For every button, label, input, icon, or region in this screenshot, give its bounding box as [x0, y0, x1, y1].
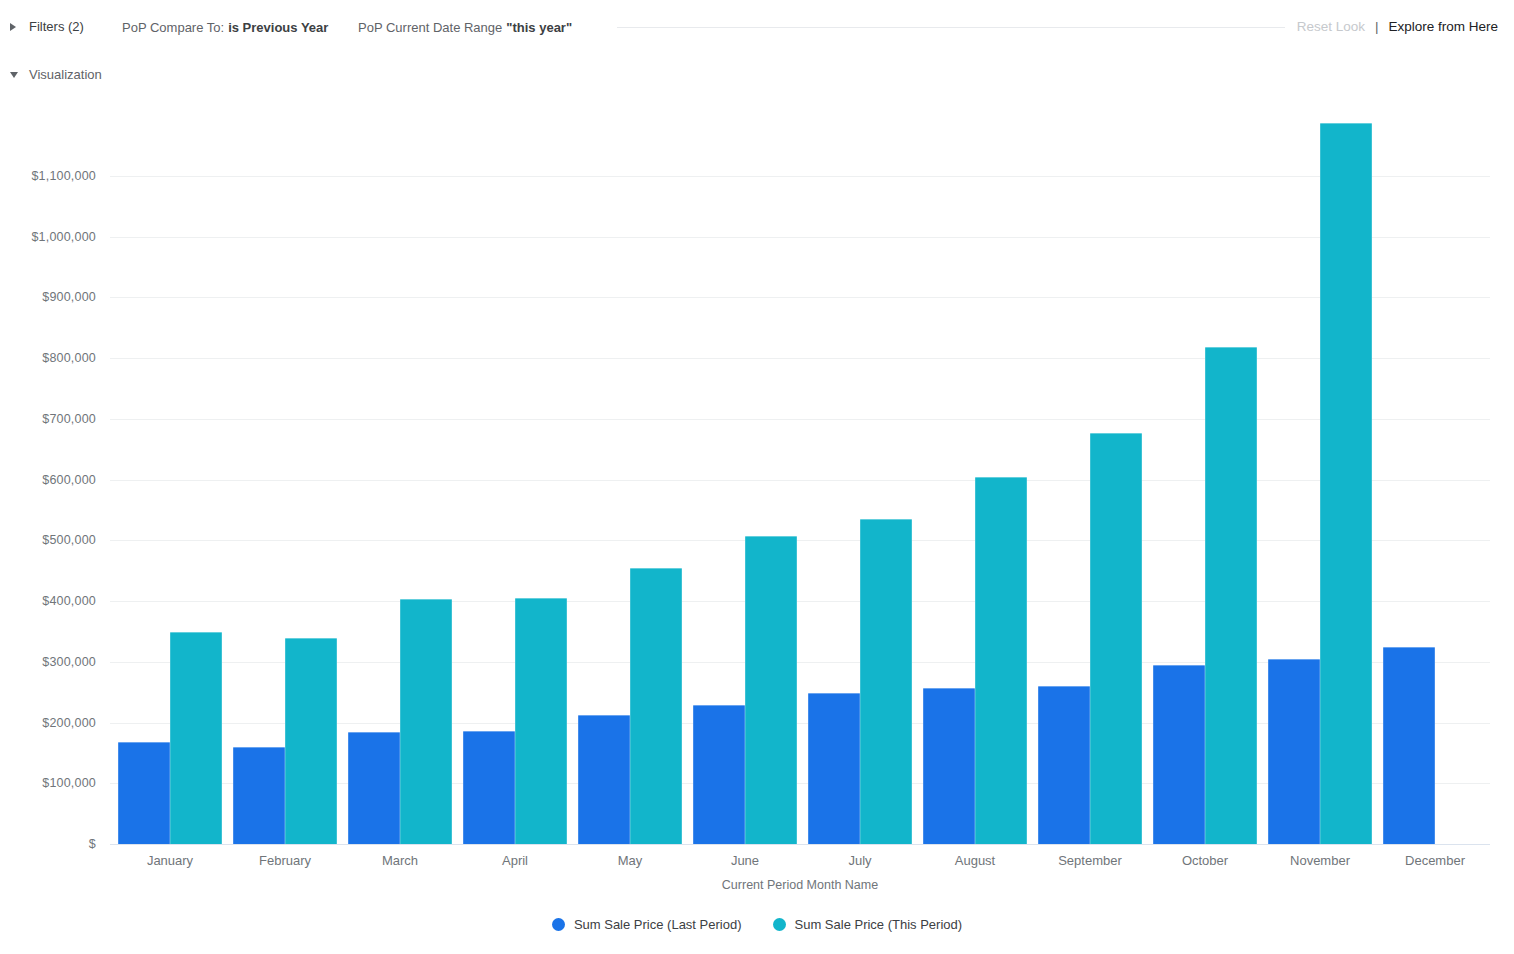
x-axis-label: September — [1035, 853, 1145, 868]
y-axis-tick-label: $600,000 — [0, 473, 96, 487]
bar-last-period[interactable] — [118, 742, 170, 844]
legend-swatch-last-period-icon — [552, 918, 565, 931]
x-axis-label: April — [460, 853, 570, 868]
bar-last-period[interactable] — [463, 731, 515, 844]
bar-this-period[interactable] — [285, 638, 337, 844]
x-axis-label: February — [230, 853, 340, 868]
x-axis-title: Current Period Month Name — [110, 878, 1490, 892]
y-axis-tick-label: $1,000,000 — [0, 230, 96, 244]
bar-last-period[interactable] — [1153, 665, 1205, 844]
y-axis-tick-label: $100,000 — [0, 776, 96, 790]
legend-item-last-period[interactable]: Sum Sale Price (Last Period) — [552, 917, 742, 932]
bar-this-period[interactable] — [975, 477, 1027, 844]
y-axis-tick-label: $1,100,000 — [0, 169, 96, 183]
y-axis-tick-label: $300,000 — [0, 655, 96, 669]
x-axis-label: December — [1380, 853, 1490, 868]
gridline — [110, 480, 1490, 481]
bar-this-period[interactable] — [860, 519, 912, 844]
y-axis-tick-label: $500,000 — [0, 533, 96, 547]
bar-last-period[interactable] — [1268, 659, 1320, 844]
grouped-bar-chart: $ $100,000 $200,000 $300,000 $400,000 $500,00… — [0, 0, 1514, 954]
bar-last-period[interactable] — [348, 732, 400, 844]
bar-last-period[interactable] — [808, 693, 860, 844]
legend-swatch-this-period-icon — [773, 918, 786, 931]
bar-this-period[interactable] — [515, 598, 567, 844]
x-axis-label: June — [690, 853, 800, 868]
gridline — [110, 540, 1490, 541]
x-axis-line — [110, 844, 1490, 845]
legend-label: Sum Sale Price (Last Period) — [574, 917, 742, 932]
y-axis-tick-label: $800,000 — [0, 351, 96, 365]
x-axis-label: January — [115, 853, 225, 868]
x-axis-label: October — [1150, 853, 1260, 868]
bar-this-period[interactable] — [745, 536, 797, 844]
gridline — [110, 297, 1490, 298]
gridline — [110, 419, 1490, 420]
chart-legend: Sum Sale Price (Last Period) Sum Sale Pr… — [0, 917, 1514, 932]
y-axis-tick-label: $400,000 — [0, 594, 96, 608]
y-axis-tick-label: $ — [0, 837, 96, 851]
gridline — [110, 176, 1490, 177]
bar-this-period[interactable] — [1320, 123, 1372, 844]
bar-last-period[interactable] — [233, 747, 285, 844]
legend-item-this-period[interactable]: Sum Sale Price (This Period) — [773, 917, 963, 932]
looker-look-view: Filters (2) PoP Compare To:is Previous Y… — [0, 0, 1514, 954]
gridline — [110, 237, 1490, 238]
bar-last-period[interactable] — [1383, 647, 1435, 844]
x-axis-label: March — [345, 853, 455, 868]
x-axis-label: July — [805, 853, 915, 868]
bar-this-period[interactable] — [170, 632, 222, 844]
bar-this-period[interactable] — [630, 568, 682, 844]
y-axis-tick-label: $200,000 — [0, 716, 96, 730]
x-axis-label: November — [1265, 853, 1375, 868]
bar-last-period[interactable] — [1038, 686, 1090, 844]
bar-this-period[interactable] — [1090, 433, 1142, 844]
y-axis-tick-label: $900,000 — [0, 290, 96, 304]
bar-last-period[interactable] — [578, 715, 630, 844]
legend-label: Sum Sale Price (This Period) — [795, 917, 963, 932]
gridline — [110, 601, 1490, 602]
bar-this-period[interactable] — [400, 599, 452, 844]
bar-this-period[interactable] — [1205, 347, 1257, 844]
bar-last-period[interactable] — [923, 688, 975, 844]
x-axis-label: August — [920, 853, 1030, 868]
gridline — [110, 358, 1490, 359]
bar-last-period[interactable] — [693, 705, 745, 844]
y-axis-tick-label: $700,000 — [0, 412, 96, 426]
x-axis-label: May — [575, 853, 685, 868]
